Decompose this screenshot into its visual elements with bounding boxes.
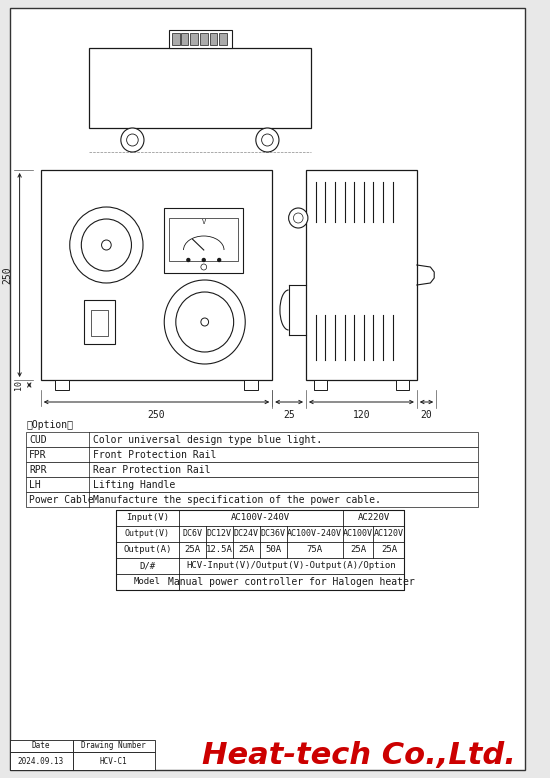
Text: DC6V: DC6V: [182, 530, 202, 538]
Circle shape: [202, 258, 205, 261]
Text: LH: LH: [29, 479, 41, 489]
Text: HCV-C1: HCV-C1: [99, 756, 127, 766]
Text: 10: 10: [14, 380, 24, 390]
Text: AC100V-240V: AC100V-240V: [287, 530, 342, 538]
Bar: [395, 380, 409, 390]
Text: Lifting Handle: Lifting Handle: [93, 479, 175, 489]
Bar: [164, 208, 243, 273]
Bar: [73, 752, 155, 770]
Text: 25A: 25A: [381, 545, 397, 555]
Circle shape: [201, 318, 208, 326]
Text: Color universal design type blue light.: Color universal design type blue light.: [93, 434, 322, 444]
Text: 20: 20: [421, 410, 432, 420]
Circle shape: [70, 207, 143, 283]
Bar: [56, 380, 69, 390]
Text: Rear Protection Rail: Rear Protection Rail: [93, 464, 211, 475]
Text: AC120V: AC120V: [374, 530, 404, 538]
Bar: [41, 170, 272, 380]
Text: 120: 120: [353, 410, 370, 420]
Bar: [169, 218, 239, 261]
Circle shape: [289, 208, 308, 228]
Bar: [26, 462, 477, 477]
Bar: [200, 33, 208, 45]
Bar: [314, 380, 327, 390]
Circle shape: [164, 280, 245, 364]
Bar: [10, 740, 73, 752]
Text: 【Option】: 【Option】: [26, 420, 73, 430]
Text: 12.5A: 12.5A: [206, 545, 233, 555]
Text: DC36V: DC36V: [261, 530, 285, 538]
Bar: [73, 740, 155, 752]
Bar: [219, 33, 227, 45]
Text: 250: 250: [148, 410, 166, 420]
Circle shape: [102, 240, 111, 250]
Text: 250: 250: [2, 266, 12, 284]
Bar: [26, 432, 477, 447]
Text: Output(A): Output(A): [123, 545, 172, 555]
Text: 75A: 75A: [306, 545, 323, 555]
Text: RPR: RPR: [29, 464, 47, 475]
Bar: [306, 170, 417, 380]
Text: Manufacture the specification of the power cable.: Manufacture the specification of the pow…: [93, 495, 381, 504]
Text: 2024.09.13: 2024.09.13: [18, 756, 64, 766]
Text: Drawing Number: Drawing Number: [81, 741, 146, 751]
Bar: [190, 33, 198, 45]
Text: HCV-Input(V)/Output(V)-Output(A)/Option: HCV-Input(V)/Output(V)-Output(A)/Option: [186, 562, 397, 570]
Bar: [26, 477, 477, 492]
Bar: [172, 33, 180, 45]
Text: AC100V: AC100V: [343, 530, 373, 538]
Text: Output(V): Output(V): [125, 530, 170, 538]
Text: Power Cable: Power Cable: [29, 495, 94, 504]
Text: Front Protection Rail: Front Protection Rail: [93, 450, 216, 460]
Text: Input(V): Input(V): [126, 513, 169, 523]
Text: AC100V-240V: AC100V-240V: [231, 513, 290, 523]
Text: Manual power controller for Halogen heater: Manual power controller for Halogen heat…: [168, 577, 415, 587]
Circle shape: [262, 134, 273, 146]
Text: AC220V: AC220V: [358, 513, 389, 523]
Circle shape: [121, 128, 144, 152]
Text: 25A: 25A: [238, 545, 254, 555]
Text: CUD: CUD: [29, 434, 47, 444]
Bar: [10, 752, 73, 770]
Text: 25A: 25A: [184, 545, 200, 555]
Text: 50A: 50A: [265, 545, 281, 555]
Text: Model: Model: [134, 577, 161, 587]
Bar: [84, 300, 115, 344]
Circle shape: [201, 264, 207, 270]
Bar: [180, 33, 188, 45]
Bar: [244, 380, 258, 390]
Bar: [116, 510, 404, 590]
Text: V: V: [202, 219, 206, 225]
Text: 25A: 25A: [350, 545, 366, 555]
Text: Heat-tech Co.,Ltd.: Heat-tech Co.,Ltd.: [202, 741, 516, 769]
Circle shape: [176, 292, 234, 352]
Text: FPR: FPR: [29, 450, 47, 460]
Bar: [26, 447, 477, 462]
Bar: [91, 310, 108, 336]
Circle shape: [218, 258, 221, 261]
Text: DC24V: DC24V: [234, 530, 258, 538]
Bar: [210, 33, 217, 45]
Circle shape: [126, 134, 138, 146]
Circle shape: [187, 258, 190, 261]
Bar: [169, 30, 232, 48]
Text: DC12V: DC12V: [207, 530, 232, 538]
Circle shape: [81, 219, 131, 271]
Circle shape: [294, 213, 303, 223]
Bar: [89, 48, 311, 128]
Text: Date: Date: [31, 741, 50, 751]
Text: 25: 25: [283, 410, 295, 420]
Circle shape: [256, 128, 279, 152]
Text: D/#: D/#: [139, 562, 156, 570]
Bar: [26, 492, 477, 507]
